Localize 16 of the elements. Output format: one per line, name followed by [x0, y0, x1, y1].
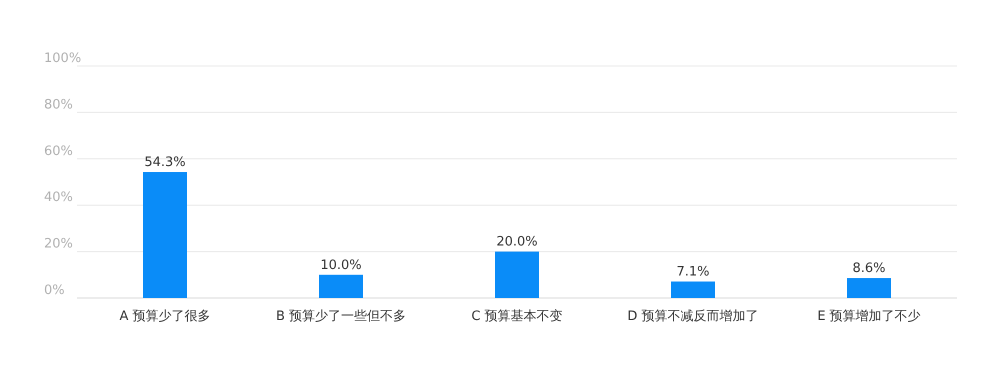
- x-tick-label: D 预算不减反而增加了: [627, 309, 759, 324]
- y-tick-label: 100%: [44, 51, 82, 66]
- x-tick-label: E 预算增加了不少: [817, 309, 921, 324]
- x-tick-label: A 预算少了很多: [119, 309, 211, 324]
- data-label: 10.0%: [320, 258, 362, 273]
- x-tick-label: C 预算基本不变: [471, 309, 563, 324]
- y-tick-label: 40%: [44, 190, 73, 206]
- y-tick-label: 0%: [44, 283, 65, 298]
- data-label: 7.1%: [676, 264, 710, 280]
- y-tick-label: 60%: [44, 144, 73, 159]
- y-tick-label: 20%: [44, 236, 73, 252]
- x-tick-label: B 预算少了一些但不多: [276, 309, 406, 324]
- data-label: 20.0%: [496, 234, 538, 250]
- y-tick-label: 80%: [44, 97, 73, 112]
- data-label: 8.6%: [852, 261, 886, 276]
- data-label: 54.3%: [144, 155, 186, 170]
